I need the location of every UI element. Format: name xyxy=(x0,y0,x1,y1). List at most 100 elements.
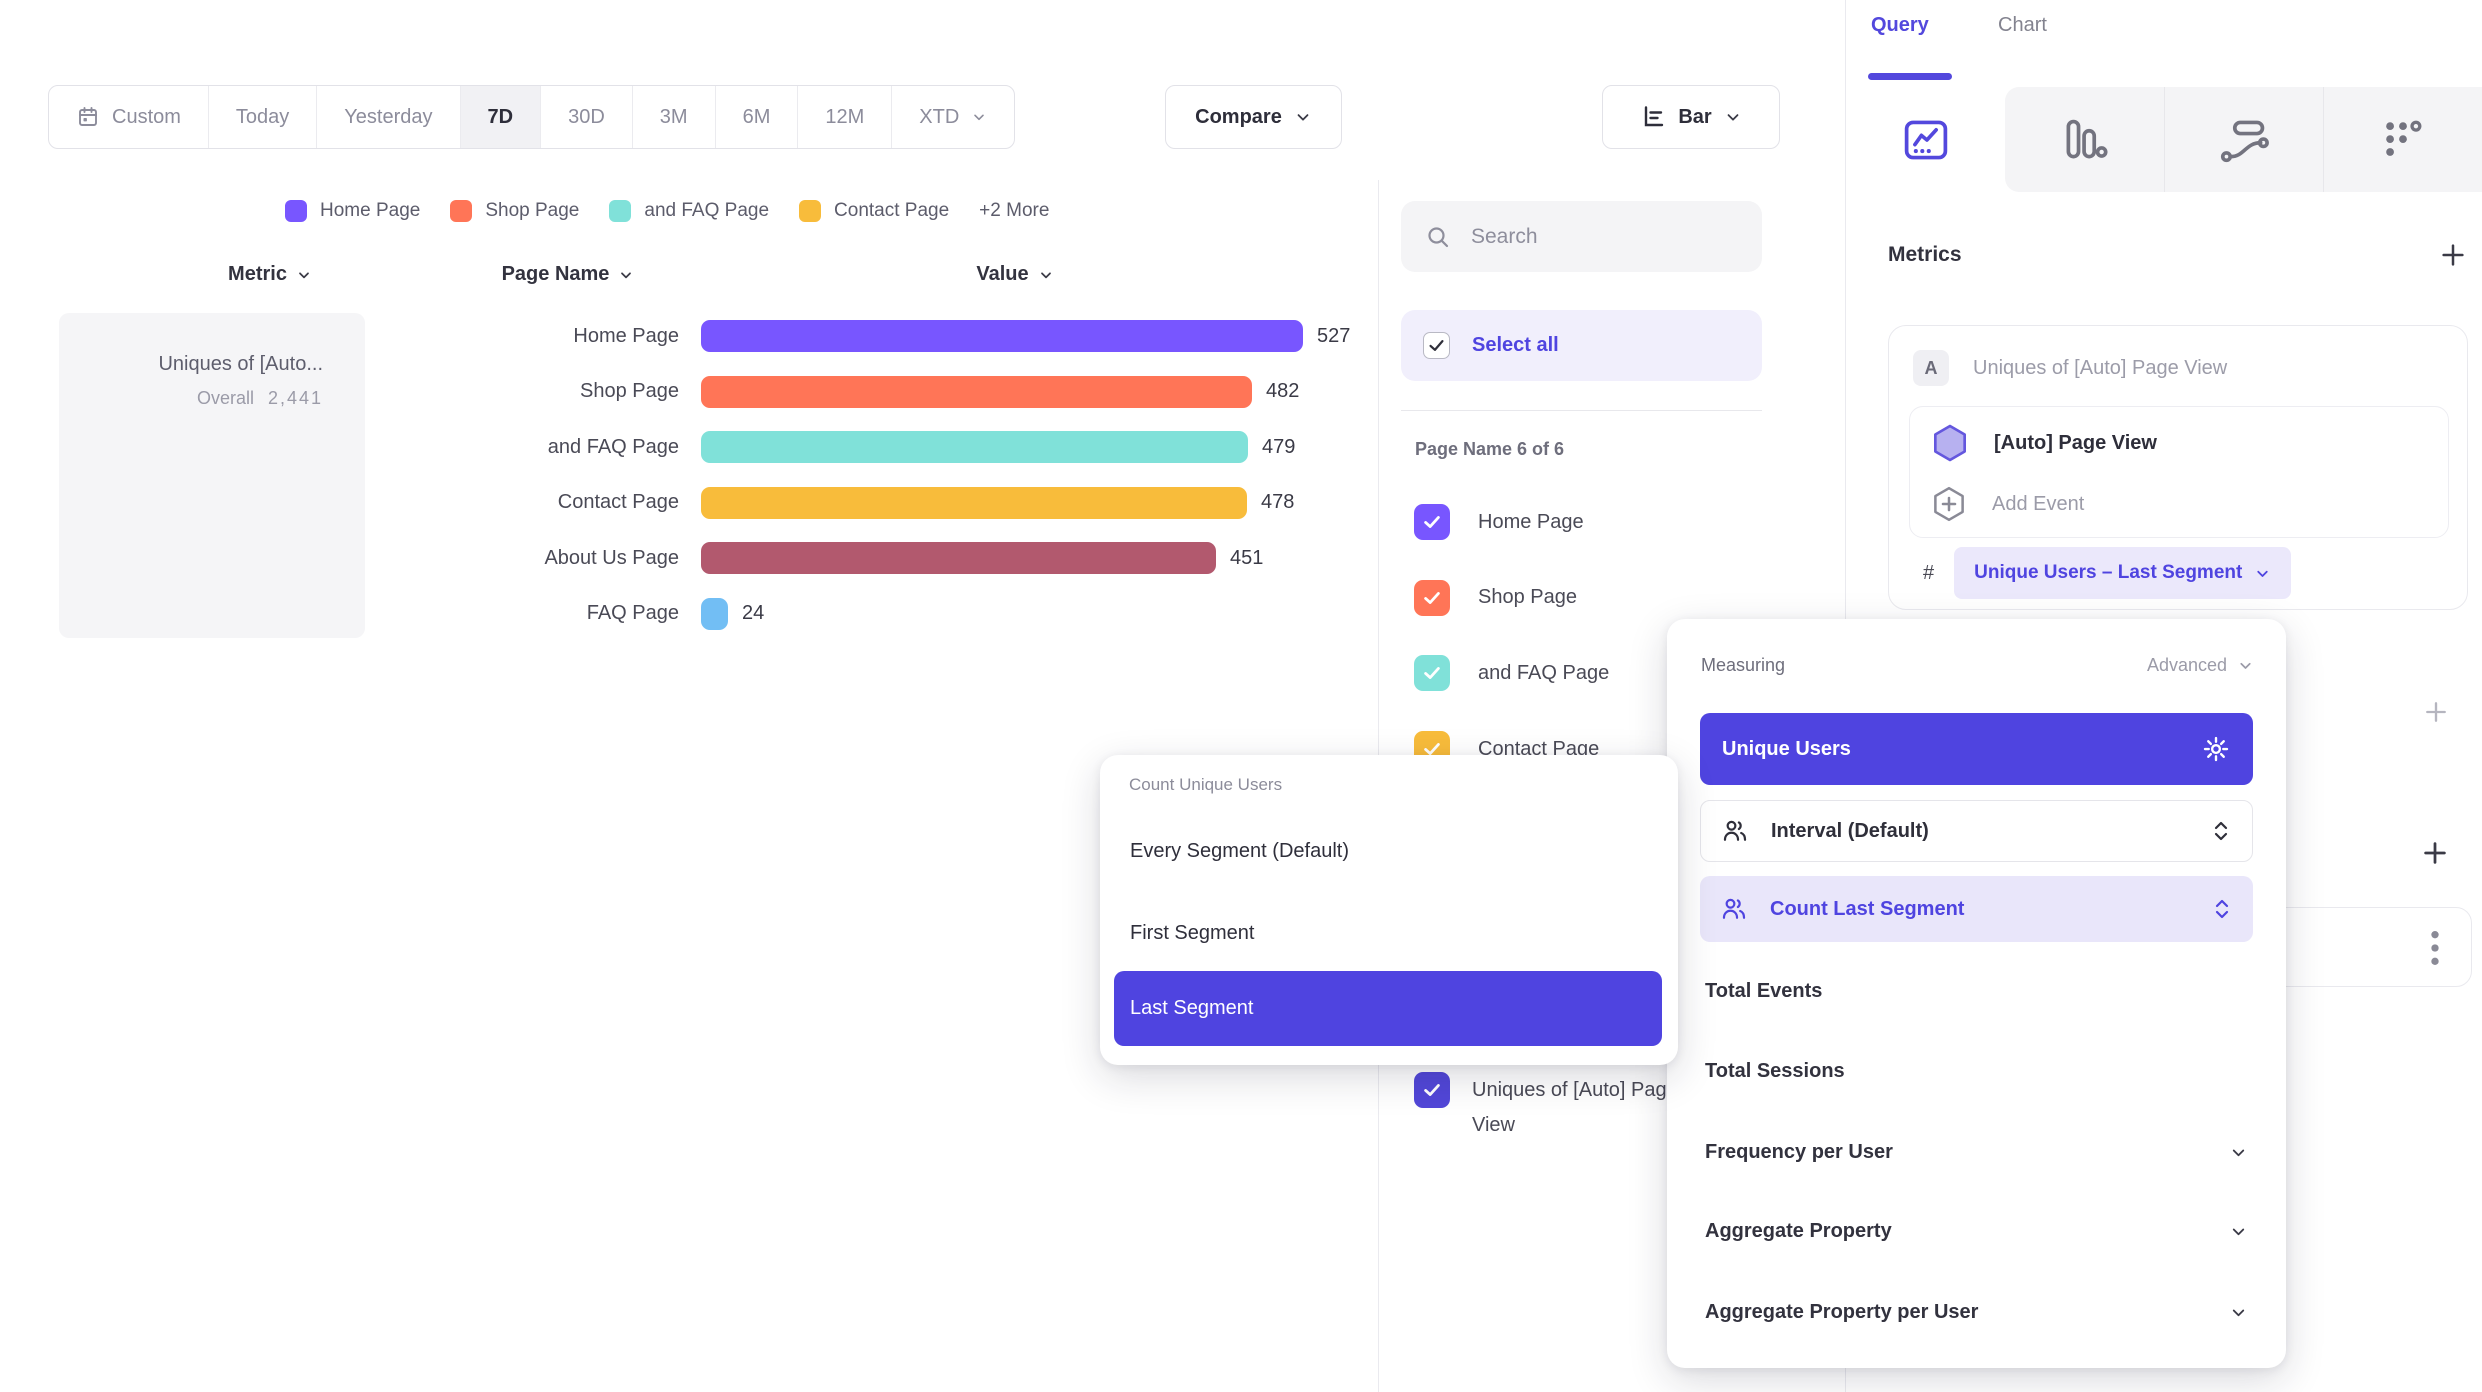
segment-option-last-segment[interactable]: Last Segment xyxy=(1114,971,1662,1046)
range-7d[interactable]: 7D xyxy=(460,86,542,148)
metric-a-row: A Uniques of [Auto] Page View xyxy=(1913,350,2227,386)
compare-label: Compare xyxy=(1195,105,1282,128)
segment-option-label: Last Segment xyxy=(1130,997,1254,1019)
value-bar[interactable] xyxy=(701,375,1252,408)
range-6m[interactable]: 6M xyxy=(716,86,799,148)
measuring-option-aggregate-property-per-user[interactable]: Aggregate Property per User xyxy=(1705,1291,2248,1333)
line-chart-icon xyxy=(1904,120,1947,159)
legend-item[interactable]: and FAQ Page xyxy=(609,200,769,222)
value-bar[interactable] xyxy=(701,431,1248,463)
page-name-header-label: Page Name xyxy=(501,263,610,285)
legend-swatch xyxy=(609,200,632,222)
range-custom[interactable]: Custom xyxy=(49,86,209,148)
range-30d[interactable]: 30D xyxy=(541,86,633,148)
filter-item-label: Home Page xyxy=(1478,510,1584,533)
range-yesterday[interactable]: Yesterday xyxy=(317,86,461,148)
checkbox[interactable] xyxy=(1414,504,1450,540)
measuring-title: Measuring xyxy=(1701,655,1786,675)
legend-item[interactable]: Home Page xyxy=(285,200,420,222)
filter-item-home-page[interactable]: Home Page xyxy=(1414,504,1584,540)
filter-item-and-faq-page[interactable]: and FAQ Page xyxy=(1414,655,1610,692)
measurement-dropdown[interactable]: Unique Users – Last Segment xyxy=(1954,547,2292,599)
divider xyxy=(1401,410,1762,411)
column-header-value[interactable]: Value xyxy=(940,263,1090,286)
segment-option-label: First Segment xyxy=(1130,921,1255,944)
table-row: Shop Page 482 xyxy=(300,364,1370,420)
users-icon xyxy=(1723,820,1747,841)
search-placeholder: Search xyxy=(1471,224,1538,248)
metric-letter-badge: A xyxy=(1913,350,1949,386)
legend-more[interactable]: +2 More xyxy=(979,200,1050,221)
range-label: 12M xyxy=(825,105,865,128)
event-row[interactable]: [Auto] Page View xyxy=(1930,423,2157,463)
report-tab-funnels[interactable] xyxy=(2005,87,2164,192)
segment-option-first-segment[interactable]: First Segment xyxy=(1130,909,1254,957)
gear-icon[interactable] xyxy=(2201,734,2231,764)
legend-label: Shop Page xyxy=(485,200,580,221)
filter-item-shop-page[interactable]: Shop Page xyxy=(1414,579,1577,616)
metric-header-label: Metric xyxy=(228,263,287,285)
filter-item-label: and FAQ Page xyxy=(1478,661,1610,684)
metric-checkbox-row[interactable]: Uniques of [Auto] Page View xyxy=(1414,1072,1707,1143)
advanced-dropdown[interactable]: Advanced xyxy=(2147,655,2254,676)
kebab-menu-icon xyxy=(2431,931,2439,965)
range-xtd[interactable]: XTD xyxy=(892,86,1014,148)
plus-icon xyxy=(2426,702,2446,722)
range-label: Custom xyxy=(112,105,181,128)
compare-button[interactable]: Compare xyxy=(1165,85,1342,149)
report-tab-flows[interactable] xyxy=(2164,87,2323,192)
value-bar[interactable] xyxy=(701,320,1303,352)
measuring-option-frequency-per-user[interactable]: Frequency per User xyxy=(1705,1131,2248,1173)
report-tab-retention[interactable] xyxy=(2323,87,2482,192)
measuring-option-count-last-segment[interactable]: Count Last Segment xyxy=(1700,876,2253,942)
flows-icon xyxy=(2220,120,2269,162)
more-options-button[interactable] xyxy=(2423,928,2447,968)
measuring-option-unique-users[interactable]: Unique Users xyxy=(1700,713,2253,785)
search-input[interactable]: Search xyxy=(1401,201,1762,272)
value-bar[interactable] xyxy=(701,486,1247,519)
checkbox[interactable] xyxy=(1414,655,1450,692)
column-header-page-name[interactable]: Page Name xyxy=(478,263,658,286)
chevron-down-icon xyxy=(2232,1149,2245,1156)
legend-item[interactable]: Shop Page xyxy=(450,200,579,222)
value-bar[interactable] xyxy=(701,542,1216,574)
select-all-checkbox[interactable] xyxy=(1423,332,1450,359)
segment-option-label: Every Segment (Default) xyxy=(1130,839,1349,862)
unique-users-label: Unique Users xyxy=(1722,737,1851,760)
chart-type-button[interactable]: Bar xyxy=(1602,85,1780,149)
legend-swatch xyxy=(799,200,822,222)
add-event-row[interactable]: Add Event xyxy=(1930,485,2084,523)
report-tab-insights[interactable] xyxy=(1846,87,2005,192)
column-header-metric[interactable]: Metric xyxy=(200,263,340,286)
value-header-label: Value xyxy=(976,263,1029,285)
metric-checkbox[interactable] xyxy=(1414,1072,1450,1108)
legend-swatch xyxy=(450,200,473,222)
range-12m[interactable]: 12M xyxy=(798,86,893,148)
measuring-option-total-sessions[interactable]: Total Sessions xyxy=(1705,1050,2248,1092)
measuring-option-interval[interactable]: Interval (Default) xyxy=(1700,800,2253,862)
add-metric-button[interactable] xyxy=(2438,240,2468,270)
segment-option-every-segment-default-[interactable]: Every Segment (Default) xyxy=(1130,827,1349,875)
measuring-option-aggregate-property[interactable]: Aggregate Property xyxy=(1705,1210,2248,1252)
range-today[interactable]: Today xyxy=(209,86,318,148)
active-tab-underline xyxy=(1868,73,1952,80)
legend-item[interactable]: Contact Page xyxy=(799,200,949,222)
date-range-control: Custom Today Yesterday 7D 30D 3M 6M 12M XTD xyxy=(48,85,1016,149)
event-card: [Auto] Page View Add Event xyxy=(1909,406,2449,538)
row-label: Shop Page xyxy=(580,380,679,402)
add-filter-button[interactable] xyxy=(2422,698,2450,726)
legend-label: and FAQ Page xyxy=(644,200,770,221)
checkbox[interactable] xyxy=(1414,579,1450,616)
range-3m[interactable]: 3M xyxy=(633,86,716,148)
value-bar[interactable] xyxy=(701,597,728,630)
range-label: Yesterday xyxy=(344,105,433,128)
range-label: Today xyxy=(235,105,290,128)
plus-icon xyxy=(2442,244,2464,266)
tab-query[interactable]: Query xyxy=(1871,14,1929,36)
metric-cell[interactable]: Uniques of [Auto... Overall 2,441 xyxy=(59,313,365,638)
select-all-toggle[interactable]: Select all xyxy=(1401,310,1762,381)
tab-chart[interactable]: Chart xyxy=(1998,14,2047,36)
measuring-option-total-events[interactable]: Total Events xyxy=(1705,970,2248,1012)
add-breakdown-button[interactable] xyxy=(2420,838,2450,868)
chevron-down-icon xyxy=(2257,570,2268,577)
